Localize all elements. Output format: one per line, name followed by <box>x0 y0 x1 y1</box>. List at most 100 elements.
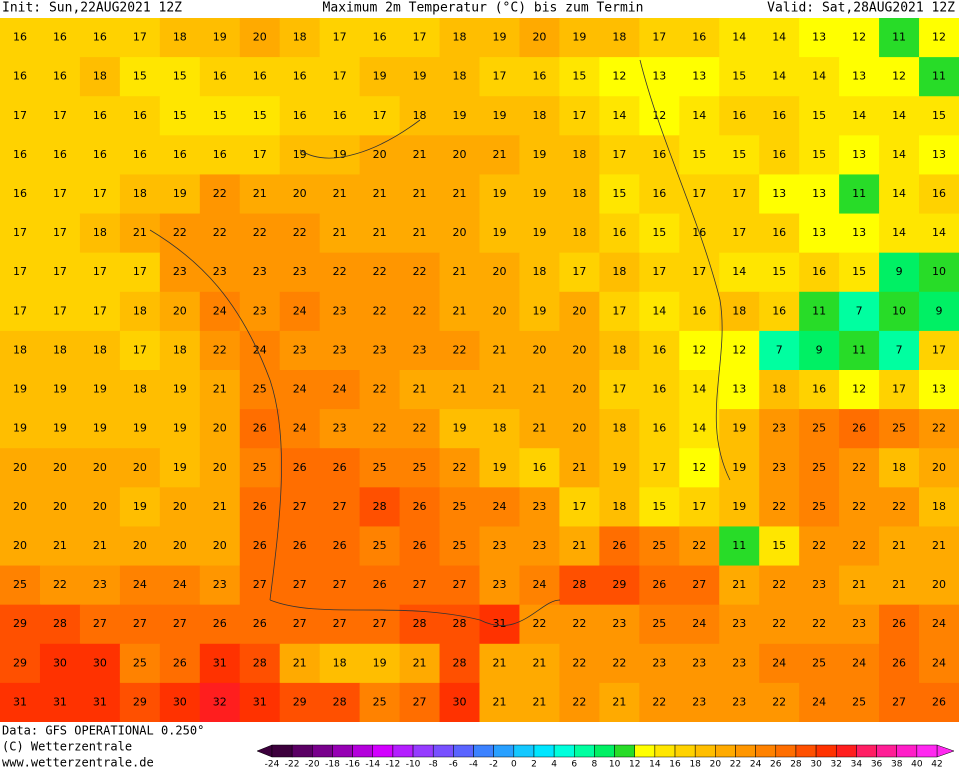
temperature-cell <box>679 448 720 488</box>
temperature-value: 22 <box>692 539 706 552</box>
temperature-cell <box>679 96 720 136</box>
temperature-value: 15 <box>812 148 826 161</box>
temperature-cell <box>119 174 161 215</box>
temperature-cell <box>759 643 800 684</box>
temperature-cell <box>79 487 121 527</box>
temperature-value: 25 <box>652 539 666 552</box>
temperature-cell <box>439 604 480 645</box>
temperature-cell <box>559 682 600 723</box>
colorbar-label: 40 <box>911 760 923 770</box>
temperature-value: 22 <box>612 656 626 669</box>
temperature-cell <box>719 135 760 175</box>
temperature-cell <box>599 252 640 293</box>
temperature-value: 26 <box>892 617 906 630</box>
temperature-cell <box>919 643 959 684</box>
temperature-cell <box>39 409 81 449</box>
temperature-value: 28 <box>413 617 427 630</box>
colorbar-label: -16 <box>345 760 360 770</box>
temperature-value: 29 <box>612 578 626 591</box>
temperature-value: 11 <box>932 70 946 83</box>
temperature-cell <box>479 643 520 684</box>
temperature-value: 21 <box>532 656 546 669</box>
temperature-value: 19 <box>532 304 546 317</box>
temperature-cell <box>319 57 361 97</box>
temperature-cell <box>39 526 81 567</box>
temperature-value: 22 <box>333 265 347 278</box>
temperature-cell <box>159 370 201 410</box>
temperature-cell <box>919 409 959 449</box>
temperature-cell <box>279 174 321 215</box>
temperature-cell <box>719 448 760 488</box>
temperature-value: 25 <box>373 539 387 552</box>
colorbar-box <box>513 744 535 758</box>
temperature-cell <box>359 565 401 606</box>
colorbar-label: 18 <box>689 760 701 770</box>
temperature-cell <box>839 18 880 58</box>
temperature-cell <box>79 57 121 97</box>
temperature-cell <box>279 96 321 136</box>
temperature-value: 31 <box>253 695 267 708</box>
temperature-value: 16 <box>652 343 666 356</box>
temperature-cell <box>319 370 361 410</box>
temperature-cell <box>519 96 560 136</box>
temperature-value: 17 <box>53 226 67 239</box>
temperature-cell <box>319 291 361 332</box>
temperature-cell <box>39 643 81 684</box>
temperature-cell <box>439 370 480 410</box>
temperature-cell <box>559 487 600 527</box>
temperature-cell <box>39 682 81 723</box>
temperature-cell <box>719 370 760 410</box>
temperature-cell <box>39 96 81 136</box>
temperature-value: 16 <box>53 31 67 44</box>
temperature-value: 20 <box>532 343 546 356</box>
temperature-value: 20 <box>93 461 107 474</box>
colorbar-label: 42 <box>931 760 942 770</box>
colorbar-box <box>674 744 696 758</box>
temperature-cell <box>519 213 560 254</box>
temperature-value: 20 <box>53 500 67 513</box>
temperature-value: 22 <box>453 461 467 474</box>
temperature-value: 20 <box>572 422 586 435</box>
temperature-cell <box>679 330 720 371</box>
temperature-value: 18 <box>13 343 27 356</box>
temperature-cell <box>0 409 41 449</box>
temperature-cell <box>759 252 800 293</box>
temperature-value: 10 <box>932 265 946 278</box>
temperature-cell <box>799 409 840 449</box>
colorbar-box <box>412 744 434 758</box>
temperature-cell <box>759 135 800 175</box>
temperature-cell <box>119 96 161 136</box>
temperature-value: 26 <box>892 656 906 669</box>
temperature-value: 15 <box>572 70 586 83</box>
temperature-cell <box>679 252 720 293</box>
temperature-cell <box>559 291 600 332</box>
temperature-cell <box>199 409 241 449</box>
temperature-value: 21 <box>572 539 586 552</box>
temperature-cell <box>679 487 720 527</box>
temperature-value: 14 <box>692 422 706 435</box>
temperature-cell <box>399 57 441 97</box>
temperature-value: 24 <box>532 578 546 591</box>
temperature-cell <box>199 643 241 684</box>
temperature-value: 18 <box>413 109 427 122</box>
temperature-value: 19 <box>213 31 227 44</box>
temperature-value: 10 <box>892 304 906 317</box>
temperature-cell <box>199 252 241 293</box>
temperature-value: 14 <box>772 70 786 83</box>
temperature-value: 20 <box>253 31 267 44</box>
temperature-value: 13 <box>852 226 866 239</box>
temperature-value: 26 <box>173 656 187 669</box>
temperature-value: 23 <box>692 695 706 708</box>
colorbar-label: 8 <box>592 760 598 770</box>
temperature-value: 20 <box>293 187 307 200</box>
temperature-cell <box>119 57 161 97</box>
temperature-value: 26 <box>293 461 307 474</box>
temperature-cell <box>599 18 640 58</box>
temperature-value: 23 <box>253 265 267 278</box>
temperature-value: 23 <box>413 343 427 356</box>
temperature-value: 26 <box>333 539 347 552</box>
temperature-value: 13 <box>932 148 946 161</box>
colorbar-label: 4 <box>551 760 557 770</box>
temperature-cell <box>79 291 121 332</box>
temperature-value: 12 <box>652 109 666 122</box>
